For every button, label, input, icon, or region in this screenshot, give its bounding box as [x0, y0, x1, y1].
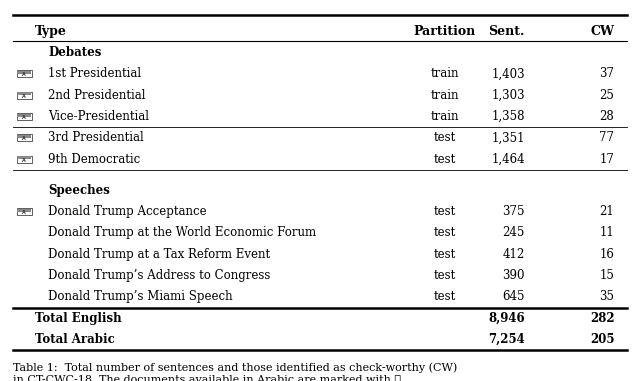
FancyBboxPatch shape	[17, 70, 32, 77]
FancyBboxPatch shape	[17, 208, 32, 215]
Text: 205: 205	[590, 333, 614, 346]
Text: CW: CW	[590, 25, 614, 38]
Text: 390: 390	[502, 269, 525, 282]
Text: A: A	[22, 115, 26, 120]
Text: 17: 17	[600, 153, 614, 166]
FancyBboxPatch shape	[17, 156, 32, 163]
Text: 412: 412	[502, 248, 525, 261]
Text: test: test	[434, 290, 456, 303]
Text: 375: 375	[502, 205, 525, 218]
Text: test: test	[434, 248, 456, 261]
Text: 7,254: 7,254	[488, 333, 525, 346]
Text: test: test	[434, 205, 456, 218]
Text: 1st Presidential: 1st Presidential	[48, 67, 141, 80]
Text: Donald Trump at a Tax Reform Event: Donald Trump at a Tax Reform Event	[48, 248, 270, 261]
FancyBboxPatch shape	[17, 92, 32, 99]
Text: 1,303: 1,303	[491, 89, 525, 102]
Text: A: A	[22, 210, 26, 215]
Text: test: test	[434, 131, 456, 144]
Text: 1,351: 1,351	[492, 131, 525, 144]
Text: 25: 25	[600, 89, 614, 102]
Text: 77: 77	[600, 131, 614, 144]
Text: 245: 245	[502, 226, 525, 239]
FancyBboxPatch shape	[17, 135, 31, 138]
FancyBboxPatch shape	[17, 93, 31, 95]
Text: 645: 645	[502, 290, 525, 303]
Text: test: test	[434, 226, 456, 239]
Text: A: A	[22, 136, 26, 141]
Text: Donald Trump at the World Economic Forum: Donald Trump at the World Economic Forum	[48, 226, 316, 239]
Text: 11: 11	[600, 226, 614, 239]
Text: A: A	[22, 94, 26, 99]
Text: Partition: Partition	[413, 25, 476, 38]
Text: 35: 35	[600, 290, 614, 303]
Text: Total English: Total English	[35, 312, 122, 325]
FancyBboxPatch shape	[17, 71, 31, 74]
Text: 9th Democratic: 9th Democratic	[48, 153, 140, 166]
Text: 28: 28	[600, 110, 614, 123]
Text: Donald Trump’s Address to Congress: Donald Trump’s Address to Congress	[48, 269, 270, 282]
FancyBboxPatch shape	[17, 113, 32, 120]
FancyBboxPatch shape	[17, 114, 31, 117]
Text: Speeches: Speeches	[48, 184, 110, 197]
Text: Sent.: Sent.	[488, 25, 525, 38]
FancyBboxPatch shape	[17, 157, 31, 159]
Text: train: train	[431, 89, 459, 102]
Text: 16: 16	[600, 248, 614, 261]
Text: 8,946: 8,946	[488, 312, 525, 325]
FancyBboxPatch shape	[17, 209, 31, 211]
Text: 1,358: 1,358	[492, 110, 525, 123]
Text: A: A	[22, 72, 26, 77]
Text: Debates: Debates	[48, 46, 101, 59]
Text: 21: 21	[600, 205, 614, 218]
Text: 37: 37	[600, 67, 614, 80]
Text: 1,464: 1,464	[491, 153, 525, 166]
Text: 15: 15	[600, 269, 614, 282]
Text: test: test	[434, 153, 456, 166]
Text: 3rd Presidential: 3rd Presidential	[48, 131, 144, 144]
Text: Total Arabic: Total Arabic	[35, 333, 115, 346]
FancyBboxPatch shape	[17, 134, 32, 141]
Text: train: train	[431, 67, 459, 80]
Text: 2nd Presidential: 2nd Presidential	[48, 89, 145, 102]
Text: Donald Trump’s Miami Speech: Donald Trump’s Miami Speech	[48, 290, 232, 303]
Text: Donald Trump Acceptance: Donald Trump Acceptance	[48, 205, 207, 218]
Text: 1,403: 1,403	[491, 67, 525, 80]
Text: Vice-Presidential: Vice-Presidential	[48, 110, 149, 123]
Text: train: train	[431, 110, 459, 123]
Text: 282: 282	[590, 312, 614, 325]
Text: A: A	[22, 158, 26, 163]
Text: Type: Type	[35, 25, 67, 38]
Text: test: test	[434, 269, 456, 282]
Text: Table 1:  Total number of sentences and those identified as check-worthy (CW)
in: Table 1: Total number of sentences and t…	[13, 362, 457, 381]
